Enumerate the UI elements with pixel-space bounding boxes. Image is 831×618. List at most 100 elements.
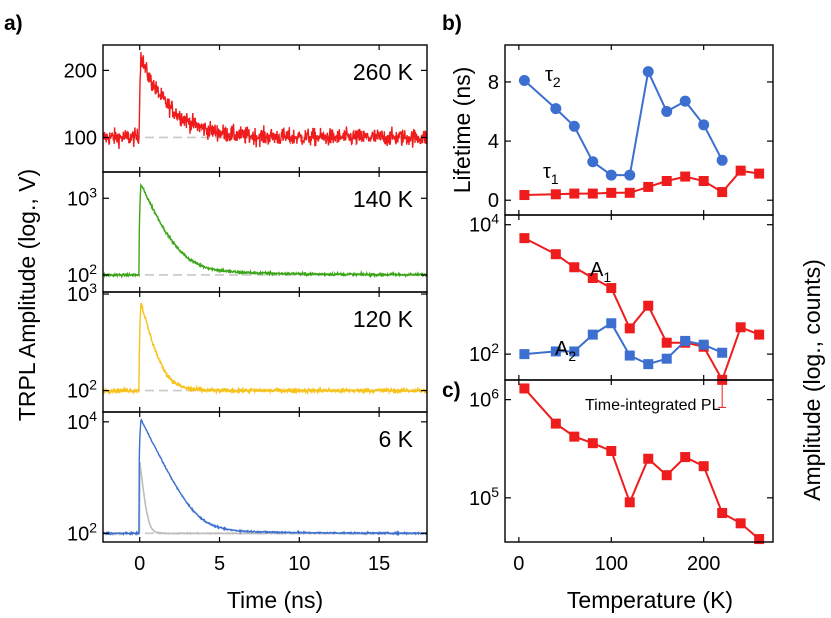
integrated-pl-point — [643, 453, 654, 464]
trpl-x-axis-label: Time (ns) — [227, 587, 323, 613]
integrated-pl-point — [587, 438, 598, 449]
amplitude-A1-point — [661, 337, 672, 348]
integrated-plot — [519, 383, 765, 545]
integrated-ytick-label: 105 — [469, 484, 499, 510]
amplitude-A1-point — [735, 322, 746, 333]
trpl-ytick-label-1-1: 103 — [67, 184, 97, 210]
trpl-temperature-label: 6 K — [378, 426, 413, 452]
trpl-ytick-label-3-1: 104 — [67, 408, 97, 434]
panel-label-a: a) — [4, 12, 23, 35]
temperature-panels: 0 4 8 τ2 τ1 102 104 A1 A2 105 106 Time-integrated P… — [449, 44, 825, 613]
amplitude-A2-point — [698, 339, 709, 350]
amplitude-frame — [504, 214, 774, 381]
amplitude-A2-point — [661, 353, 672, 364]
tau2-label: τ2 — [545, 64, 561, 90]
integrated-pl-point — [717, 508, 728, 519]
amplitude-A2-point — [717, 347, 728, 358]
panel-label-c: c) — [442, 379, 461, 402]
amplitude-A2-point — [680, 335, 691, 346]
amplitude-ytick-label: 104 — [469, 211, 499, 237]
amplitude-A1-point — [587, 273, 598, 284]
lifetime-ytick-label: 0 — [488, 190, 499, 212]
integrated-pl-point — [754, 534, 765, 545]
lifetime-τ1-point — [661, 176, 672, 186]
lifetime-ytick-label: 8 — [488, 72, 499, 94]
lifetime-τ1-point — [550, 189, 561, 200]
trpl-temperature-label: 260 K — [353, 59, 414, 85]
trpl-trace-140k — [103, 182, 427, 279]
lifetime-τ2-point — [568, 120, 580, 132]
trpl-trace-260k — [103, 52, 427, 150]
amplitude-A2-point — [550, 346, 561, 357]
lifetime-τ2-point — [605, 169, 617, 181]
a2-label: A2 — [555, 338, 576, 364]
trpl-temperature-label: 140 K — [353, 186, 414, 212]
lifetime-τ1-point — [754, 168, 765, 179]
a1-label: A1 — [590, 259, 611, 285]
lifetime-τ2-point — [518, 74, 530, 86]
lifetime-τ2-point — [698, 119, 710, 131]
temperature-xtick-label: 0 — [513, 553, 524, 575]
integrated-pl-point — [569, 431, 580, 442]
lifetime-τ2-point — [587, 156, 599, 168]
temperature-xtick-label: 100 — [595, 553, 628, 575]
lifetime-τ2-point — [716, 154, 728, 166]
trpl-ytick-label-2-0: 102 — [67, 377, 97, 403]
amplitude-plot — [519, 233, 765, 408]
amplitude-A1-point — [550, 249, 561, 260]
lifetime-τ1-point — [624, 187, 635, 198]
amplitude-A2-point — [606, 318, 617, 329]
lifetime-τ1-point — [698, 176, 709, 186]
instrument-response-trace — [103, 462, 427, 537]
trpl-temperature-label: 120 K — [353, 306, 414, 332]
integrated-pl-point — [550, 418, 561, 429]
lifetime-τ1-point — [717, 187, 728, 198]
amplitude-A2-point — [624, 350, 635, 361]
amplitude-ytick-label: 102 — [469, 340, 499, 366]
amplitude-A2-point — [643, 359, 654, 370]
amplitude-A2-point — [569, 346, 580, 357]
amplitude-A1-point — [643, 300, 654, 311]
amplitude-A2-point — [587, 329, 598, 340]
temperature-xtick-label: 200 — [687, 553, 720, 575]
integrated-pl-point — [606, 445, 617, 456]
integrated-pl-point — [624, 497, 635, 508]
integrated-pl-point — [698, 461, 709, 472]
amplitude-A1-point — [624, 323, 635, 334]
amplitude-A1-point — [519, 233, 530, 244]
lifetime-τ2-point — [661, 106, 673, 118]
amplitude-A2-point — [519, 349, 530, 360]
trpl-trace-120k — [103, 302, 427, 396]
lifetime-τ1-point — [643, 181, 654, 192]
amplitude-A1-point — [606, 283, 617, 294]
integrated-pl-annotation: Time-integrated PL — [585, 397, 721, 414]
integrated-pl-point — [735, 518, 746, 529]
lifetime-y-axis-label: Lifetime (ns) — [449, 67, 475, 194]
lifetime-plot — [518, 66, 765, 201]
lifetime-ytick-label: 4 — [488, 131, 499, 153]
lifetime-τ1-point — [519, 190, 530, 201]
lifetime-τ2-point — [624, 169, 636, 181]
trpl-subplot-3 — [103, 418, 427, 537]
integrated-ytick-label: 106 — [469, 386, 499, 412]
integrated-frame — [504, 379, 774, 543]
trpl-subplot-frame-3 — [102, 411, 428, 543]
trpl-subplot-2 — [103, 302, 427, 396]
lifetime-τ1-point — [587, 188, 598, 199]
amplitude-A1-point — [754, 329, 765, 340]
integrated-pl-point — [661, 470, 672, 481]
trpl-xtick-label: 0 — [134, 553, 145, 575]
trpl-xtick-label: 10 — [288, 553, 310, 575]
trpl-xtick-label: 5 — [214, 553, 225, 575]
amplitude-A1-point — [569, 262, 580, 273]
trpl-ytick-label-2-1: 103 — [67, 280, 97, 306]
trpl-ytick-label-3-0: 102 — [67, 519, 97, 545]
lifetime-τ2-point — [679, 95, 691, 107]
trpl-ytick-label-0-0: 100 — [64, 127, 97, 149]
panel-label-b: b) — [442, 12, 462, 35]
lifetime-τ2-point — [550, 103, 562, 115]
lifetime-τ2-point — [642, 66, 654, 78]
integrated-pl-point — [519, 383, 530, 394]
trpl-subplot-0 — [103, 52, 427, 150]
